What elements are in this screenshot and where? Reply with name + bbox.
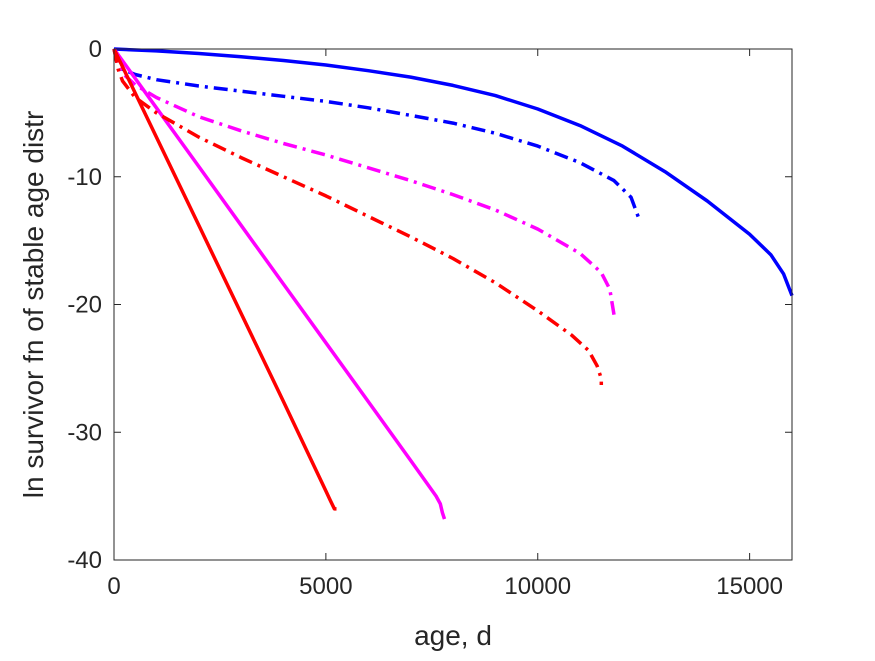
series-line-3 — [112, 47, 447, 520]
x-tick-label: 5000 — [299, 573, 352, 600]
y-tick-label: -20 — [67, 292, 102, 319]
x-tick-label: 15000 — [716, 573, 783, 600]
y-tick-label: -40 — [67, 547, 102, 574]
x-tick-label: 0 — [107, 573, 120, 600]
series-layer — [112, 47, 794, 520]
y-tick-label: -30 — [67, 419, 102, 446]
series-line-4 — [112, 48, 616, 315]
y-axis-label: ln survivor fn of stable age distr — [18, 111, 49, 499]
series-line-5 — [112, 48, 337, 511]
x-axis-label: age, d — [414, 620, 492, 651]
plot-area — [114, 49, 792, 560]
y-tick-label: -10 — [67, 164, 102, 191]
series-line-1 — [113, 47, 794, 297]
ticks-layer: 0 5000 10000 15000 0 -10 -20 -30 -40 — [67, 36, 792, 600]
y-tick-label: 0 — [89, 36, 102, 63]
x-tick-label: 10000 — [504, 573, 571, 600]
